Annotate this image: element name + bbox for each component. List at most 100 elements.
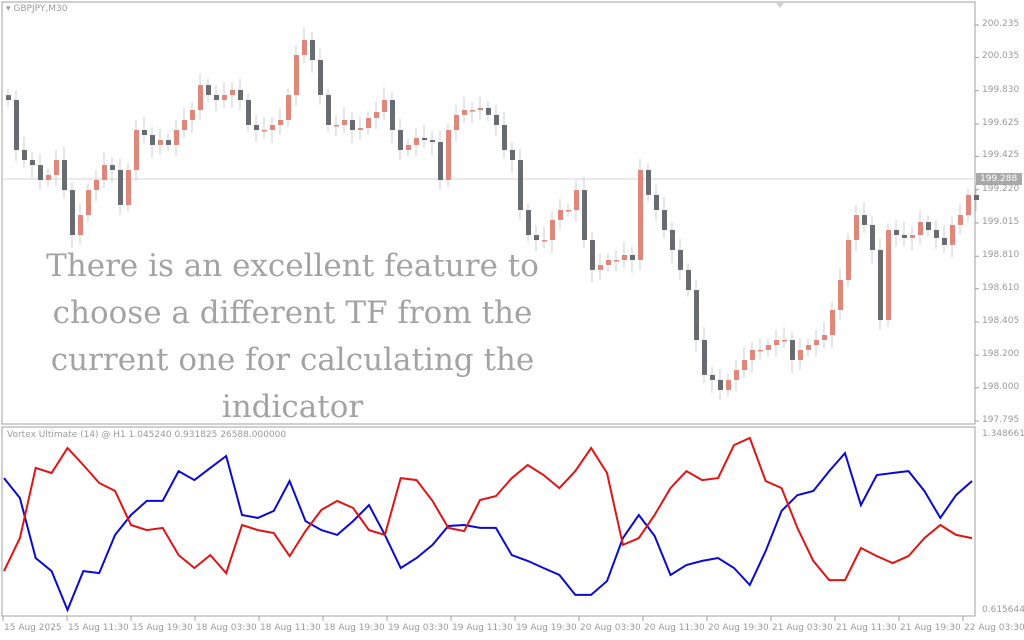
candle-body <box>542 240 547 242</box>
time-tick-label: 18 Aug 19:30 <box>324 623 385 633</box>
vortex-lines <box>3 436 973 613</box>
candle-body <box>774 340 779 346</box>
main-chart-frame <box>1 1 976 425</box>
candle-body <box>262 130 267 132</box>
candle-body <box>758 349 763 352</box>
time-tick-label: 20 Aug 03:30 <box>580 623 641 633</box>
candle-body <box>206 85 211 95</box>
chart-shift-marker-icon[interactable] <box>776 3 784 8</box>
candle-body <box>718 379 723 391</box>
candle-body <box>166 140 171 145</box>
candle-body <box>518 160 523 211</box>
candle-body <box>102 165 107 180</box>
candle-body <box>462 110 467 115</box>
price-tick-label: 199.015 <box>982 217 1020 227</box>
candle-body <box>470 110 475 112</box>
candle-body <box>54 160 59 175</box>
candle-body <box>582 190 587 241</box>
candle-body <box>38 165 43 180</box>
time-tick-label: 22 Aug 03:30 <box>964 623 1024 633</box>
candle-body <box>174 130 179 145</box>
candle-body <box>78 215 83 236</box>
candle-body <box>502 124 507 150</box>
candle-body <box>318 60 323 95</box>
candle-body <box>14 99 19 150</box>
candle-body <box>350 119 355 131</box>
candle-body <box>446 130 451 180</box>
candle-body <box>942 237 947 245</box>
candle-body <box>310 39 315 61</box>
candle-body <box>806 345 811 350</box>
price-tick-label: 200.235 <box>982 19 1020 29</box>
price-tick-label: 198.610 <box>982 282 1020 293</box>
candle-body <box>614 260 619 262</box>
current-price-label: 199.288 <box>976 173 1022 185</box>
candle-body <box>598 265 603 270</box>
candle-body <box>94 179 99 191</box>
candle-body <box>870 224 875 250</box>
axis-ticks <box>2 24 979 621</box>
candle-body <box>342 119 347 125</box>
price-tick-label: 198.810 <box>982 250 1020 261</box>
candle-body <box>878 249 883 321</box>
candle-body <box>814 340 819 346</box>
symbol-text: GBPJPY,M30 <box>13 4 68 14</box>
candle-body <box>374 111 379 118</box>
candle-body <box>214 94 219 100</box>
candle-body <box>86 190 91 216</box>
candle-body <box>118 169 123 205</box>
price-tick-label: 200.035 <box>982 51 1020 62</box>
candle-body <box>406 144 411 150</box>
candle-body <box>966 194 971 216</box>
candle-body <box>726 379 731 391</box>
candle-body <box>782 340 787 342</box>
candle-body <box>22 149 27 161</box>
candle-body <box>702 340 707 375</box>
candle-body <box>558 210 563 220</box>
candle-body <box>902 235 907 238</box>
price-tick-label: 199.425 <box>982 150 1020 161</box>
indicator-frame <box>1 426 976 617</box>
candle-body <box>798 349 803 360</box>
candle-body <box>510 149 515 161</box>
candle-body <box>302 39 307 56</box>
candle-body <box>494 114 499 125</box>
candle-body <box>734 370 739 380</box>
candle-body <box>222 94 227 100</box>
indicator-tick-label: 0.615644 <box>982 605 1024 615</box>
price-tick-label: 198.000 <box>982 381 1020 392</box>
candle-body <box>454 114 459 131</box>
candle-body <box>190 110 195 120</box>
candle-body <box>142 130 147 136</box>
candle-body <box>238 89 243 100</box>
candle-body <box>646 169 651 195</box>
candle-body <box>230 89 235 95</box>
price-tick-label: 198.200 <box>982 349 1020 360</box>
candle-body <box>830 309 835 335</box>
candle-body <box>278 119 283 125</box>
time-tick-label: 21 Aug 19:30 <box>900 623 961 633</box>
candle-body <box>590 240 595 270</box>
candle-body <box>422 137 427 141</box>
candle-body <box>62 160 67 191</box>
candle-body <box>358 128 363 131</box>
candle-body <box>478 107 483 111</box>
candle-body <box>918 222 923 236</box>
candle-body <box>150 135 155 145</box>
candle-body <box>534 235 539 241</box>
candle-body <box>414 137 419 145</box>
candle-body <box>630 254 635 261</box>
candle-body <box>638 169 643 261</box>
candle-body <box>742 359 747 371</box>
candle-body <box>790 340 795 360</box>
candle-body <box>126 169 131 205</box>
candle-body <box>430 140 435 143</box>
candle-body <box>750 349 755 360</box>
candle-body <box>606 260 611 266</box>
price-tick-label: 199.220 <box>982 183 1020 194</box>
candle-body <box>46 174 51 180</box>
candle-body <box>550 219 555 241</box>
candle-body <box>526 210 531 236</box>
candle-body <box>566 210 571 212</box>
